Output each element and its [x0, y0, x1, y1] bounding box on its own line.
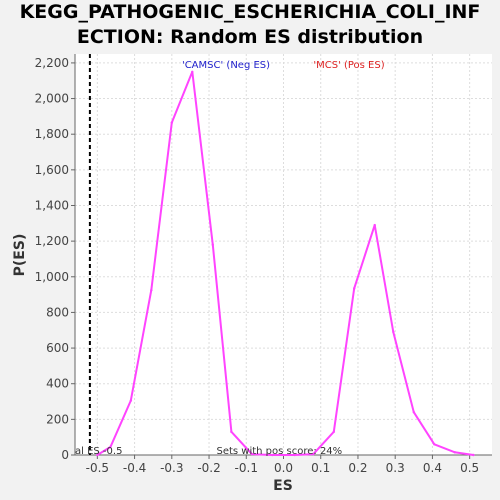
x-tick-label: -0.1 — [235, 461, 258, 475]
data-point — [250, 452, 254, 456]
y-tick-label: 0 — [61, 448, 69, 462]
data-point — [96, 453, 99, 457]
y-tick-label: 1,200 — [35, 234, 69, 248]
annotation-text: Sets with pos score: 24% — [216, 446, 342, 457]
data-point — [109, 445, 112, 449]
data-point — [433, 443, 436, 446]
chart-title: KEGG_PATHOGENIC_ESCHERICHIA_COLI_INF ECT… — [0, 0, 500, 50]
y-tick-label: 800 — [46, 305, 69, 319]
x-tick-label: -0.4 — [123, 461, 146, 475]
x-tick-label: -0.3 — [160, 461, 183, 475]
x-tick-label: 0.0 — [274, 461, 293, 475]
y-tick-label: 200 — [46, 412, 69, 426]
x-tick-label: 0.2 — [348, 461, 367, 475]
data-point — [170, 121, 174, 124]
data-point — [211, 243, 214, 246]
data-point — [412, 411, 416, 414]
data-point — [353, 287, 356, 290]
x-tick-label: -0.5 — [86, 461, 109, 475]
data-point — [392, 330, 395, 334]
series-layer — [88, 54, 475, 457]
data-point — [191, 70, 194, 74]
y-tick-label: 600 — [46, 341, 69, 355]
data-point — [453, 451, 456, 454]
annotation-text: al ES -0.5 — [75, 446, 122, 457]
x-tick-label: 0.3 — [386, 461, 405, 475]
data-point — [373, 223, 376, 227]
data-point — [293, 453, 296, 457]
annotations: al ES -0.5 Sets with pos score: 24% — [75, 446, 342, 457]
data-point — [271, 453, 274, 457]
y-tick-label: 1,600 — [35, 163, 69, 177]
data-point — [312, 452, 315, 456]
chart-title-line-2: ECTION: Random ES distribution — [76, 26, 424, 48]
x-axis-title: ES — [273, 478, 293, 494]
y-tick-label: 1,800 — [35, 127, 69, 141]
x-tick-label: 0.5 — [460, 461, 479, 475]
legend-entry: 'CAMSC' (Neg ES) — [182, 60, 270, 71]
data-point — [129, 399, 133, 402]
x-tick-label: 0.4 — [423, 461, 442, 475]
legend: 'CAMSC' (Neg ES) 'MCS' (Pos ES) — [182, 60, 385, 71]
y-tick-label: 1,000 — [35, 270, 69, 284]
y-axis-title: P(ES) — [12, 234, 28, 277]
data-point — [332, 430, 335, 434]
data-point — [230, 430, 233, 434]
x-tick-label: 0.1 — [311, 461, 330, 475]
data-point — [472, 453, 475, 457]
data-point — [150, 288, 153, 292]
y-tick-label: 400 — [46, 377, 69, 391]
chart-title-line-1: KEGG_PATHOGENIC_ESCHERICHIA_COLI_INF — [19, 1, 481, 23]
legend-entry: 'MCS' (Pos ES) — [313, 60, 384, 71]
grid — [75, 54, 492, 456]
y-tick-label: 1,400 — [35, 198, 69, 212]
series-line — [96, 71, 474, 456]
x-tick-label: -0.2 — [197, 461, 220, 475]
y-tick-label: 2,200 — [35, 56, 69, 70]
axes: 0 200 400 600 800 1,000 1,200 1,400 1,600 1,800 2,… — [35, 54, 492, 475]
y-tick-label: 2,000 — [35, 92, 69, 106]
